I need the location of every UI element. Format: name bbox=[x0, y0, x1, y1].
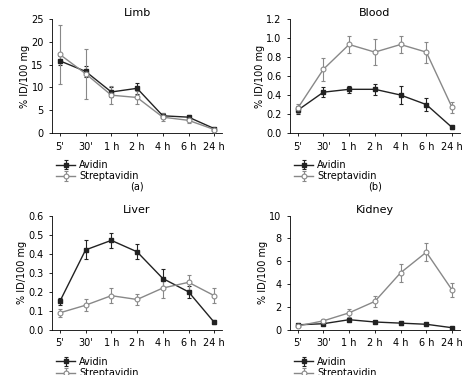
Y-axis label: % ID/100 mg: % ID/100 mg bbox=[258, 241, 268, 304]
Title: Liver: Liver bbox=[123, 205, 151, 215]
Legend: Avidin, Streptavidin: Avidin, Streptavidin bbox=[52, 156, 143, 185]
Title: Kidney: Kidney bbox=[356, 205, 394, 215]
Title: Blood: Blood bbox=[359, 8, 391, 18]
Legend: Avidin, Streptavidin: Avidin, Streptavidin bbox=[290, 156, 381, 185]
Title: Limb: Limb bbox=[123, 8, 151, 18]
Legend: Avidin, Streptavidin: Avidin, Streptavidin bbox=[52, 353, 143, 375]
Y-axis label: % ID/100 mg: % ID/100 mg bbox=[20, 44, 30, 108]
Y-axis label: % ID/100 mg: % ID/100 mg bbox=[255, 44, 265, 108]
Y-axis label: % ID/100 mg: % ID/100 mg bbox=[17, 241, 27, 304]
Text: (b): (b) bbox=[368, 181, 382, 191]
Text: (a): (a) bbox=[130, 181, 144, 191]
Legend: Avidin, Streptavidin: Avidin, Streptavidin bbox=[290, 353, 381, 375]
